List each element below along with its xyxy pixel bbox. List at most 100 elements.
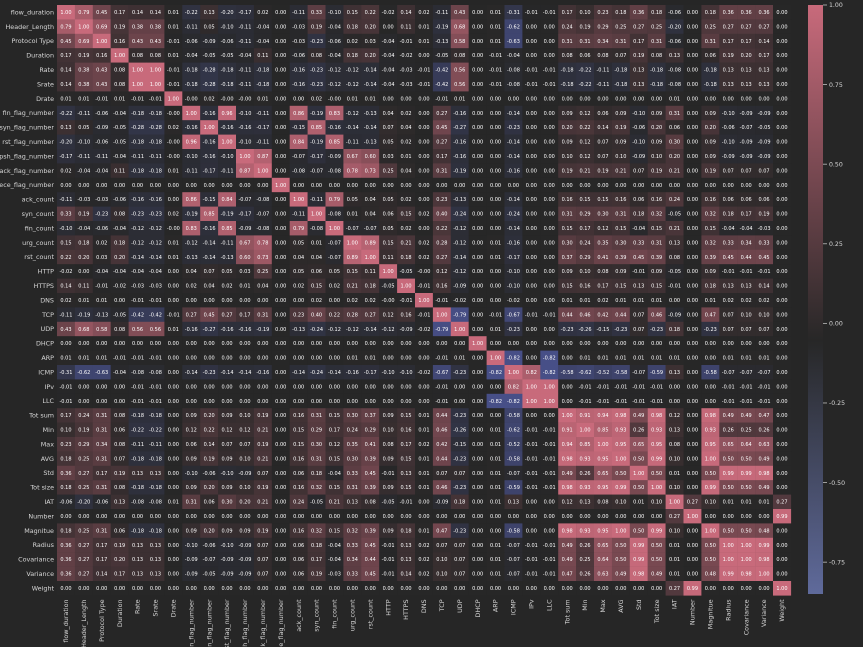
cell-value-label: 0.02: [365, 298, 376, 304]
cell-value-label: 0.99: [633, 557, 644, 563]
cell-value-label: 0.03: [383, 154, 394, 160]
heatmap-cell: [415, 33, 434, 49]
cell-value-label: -0.04: [95, 269, 108, 275]
cell-value-label: 0.07: [741, 168, 752, 174]
cell-value-label: -0.82: [489, 370, 502, 376]
cell-value-label: 0.10: [60, 428, 71, 434]
heatmap-cell: [253, 91, 272, 106]
cell-value-label: -0.13: [364, 111, 377, 117]
heatmap-cell: [128, 134, 147, 150]
cell-value-label: -0.23: [650, 327, 663, 333]
cell-value-label: -0.01: [400, 39, 413, 45]
cell-value-label: 1.00: [96, 39, 107, 45]
cell-value-label: 0.00: [418, 140, 429, 146]
heatmap-cell: [540, 62, 559, 78]
cell-value-label: -0.01: [543, 442, 556, 448]
cell-value-label: 0.07: [454, 471, 465, 477]
heatmap-cell: [57, 192, 76, 207]
heatmap-cell: [486, 33, 505, 49]
cell-value-label: -0.04: [149, 269, 162, 275]
cell-value-label: 0.17: [239, 312, 250, 318]
cell-value-label: 0.00: [705, 183, 716, 189]
cell-value-label: 0.50: [615, 471, 626, 477]
cell-value-label: 0.31: [579, 39, 590, 45]
cell-value-label: 0.14: [758, 39, 769, 45]
cell-value-label: 0.00: [687, 68, 698, 74]
cell-value-label: 0.00: [186, 341, 197, 347]
cell-value-label: 0.06: [311, 269, 322, 275]
cell-value-label: 0.86: [186, 197, 197, 203]
heatmap-cell: [737, 91, 756, 106]
cell-value-label: 0.00: [544, 341, 555, 347]
cell-value-label: 0.31: [651, 240, 662, 246]
cell-value-label: 0.18: [400, 528, 411, 534]
cell-value-label: 0.00: [526, 528, 537, 534]
heatmap-cell: [253, 120, 272, 135]
x-tick-label: Max: [599, 599, 607, 612]
cell-value-label: -0.06: [668, 39, 681, 45]
cell-value-label: 0.00: [705, 96, 716, 102]
cell-value-label: 0.01: [347, 96, 358, 102]
heatmap-cell: [522, 33, 541, 49]
cell-value-label: -0.23: [131, 212, 144, 218]
cell-value-label: 0.03: [96, 255, 107, 261]
heatmap-cell: [253, 62, 272, 78]
heatmap-cell: [128, 105, 147, 121]
cell-value-label: 0.00: [221, 298, 232, 304]
cell-value-label: 0.02: [418, 557, 429, 563]
cell-value-label: 0.07: [257, 572, 268, 578]
heatmap-cell: [74, 177, 93, 193]
heatmap-cell: [701, 105, 720, 121]
cell-value-label: 0.00: [776, 140, 787, 146]
cell-value-label: 0.18: [60, 456, 71, 462]
cell-value-label: 0.00: [687, 456, 698, 462]
cell-value-label: 0.00: [168, 514, 179, 520]
cell-value-label: -0.01: [579, 384, 592, 390]
cell-value-label: 0.48: [705, 572, 716, 578]
cell-value-label: -0.06: [632, 125, 645, 131]
cell-value-label: 0.15: [400, 212, 411, 218]
cell-value-label: 0.00: [472, 154, 483, 160]
cell-value-label: 0.00: [311, 341, 322, 347]
cell-value-label: -0.14: [292, 370, 305, 376]
cell-value-label: -0.23: [149, 212, 162, 218]
cell-value-label: 0.22: [579, 125, 590, 131]
cell-value-label: 0.00: [687, 212, 698, 218]
cell-value-label: -0.13: [292, 327, 305, 333]
cell-value-label: -0.10: [328, 10, 341, 16]
cell-value-label: 0.00: [651, 586, 662, 592]
heatmap-cell: [558, 5, 577, 20]
cell-value-label: 0.15: [615, 226, 626, 232]
heatmap-cell: [665, 177, 684, 193]
heatmap-cell: [450, 62, 469, 78]
cell-value-label: -0.01: [543, 456, 556, 462]
cell-value-label: 0.00: [150, 341, 161, 347]
cell-value-label: 0.00: [508, 586, 519, 592]
cell-value-label: 0.00: [436, 586, 447, 592]
cell-value-label: 0.01: [168, 240, 179, 246]
heatmap-cell: [576, 177, 595, 193]
heatmap-cell: [665, 91, 684, 106]
cell-value-label: 0.00: [669, 341, 680, 347]
heatmap-cell: [146, 163, 165, 178]
cell-value-label: -0.31: [59, 370, 72, 376]
heatmap-cell: [379, 33, 398, 49]
cell-value-label: 0.14: [132, 10, 143, 16]
cell-value-label: 0.00: [669, 183, 680, 189]
cell-value-label: 0.32: [705, 240, 716, 246]
cell-value-label: 0.15: [383, 240, 394, 246]
x-tick-label: HTTPS: [402, 599, 410, 619]
y-tick-label: Min: [43, 426, 54, 434]
cell-value-label: 0.09: [705, 140, 716, 146]
cell-value-label: 0.00: [687, 82, 698, 88]
cell-value-label: 0.00: [275, 341, 286, 347]
cell-value-label: -0.06: [292, 53, 305, 59]
cell-value-label: 0.02: [96, 240, 107, 246]
cell-value-label: -0.01: [740, 399, 753, 405]
cell-value-label: 0.01: [633, 356, 644, 362]
cell-value-label: 0.00: [275, 356, 286, 362]
x-tick-label: TCP: [438, 599, 446, 612]
cell-value-label: 0.00: [526, 298, 537, 304]
cell-value-label: -0.09: [221, 557, 234, 563]
x-tick-label: ece_flag_number: [277, 599, 285, 647]
